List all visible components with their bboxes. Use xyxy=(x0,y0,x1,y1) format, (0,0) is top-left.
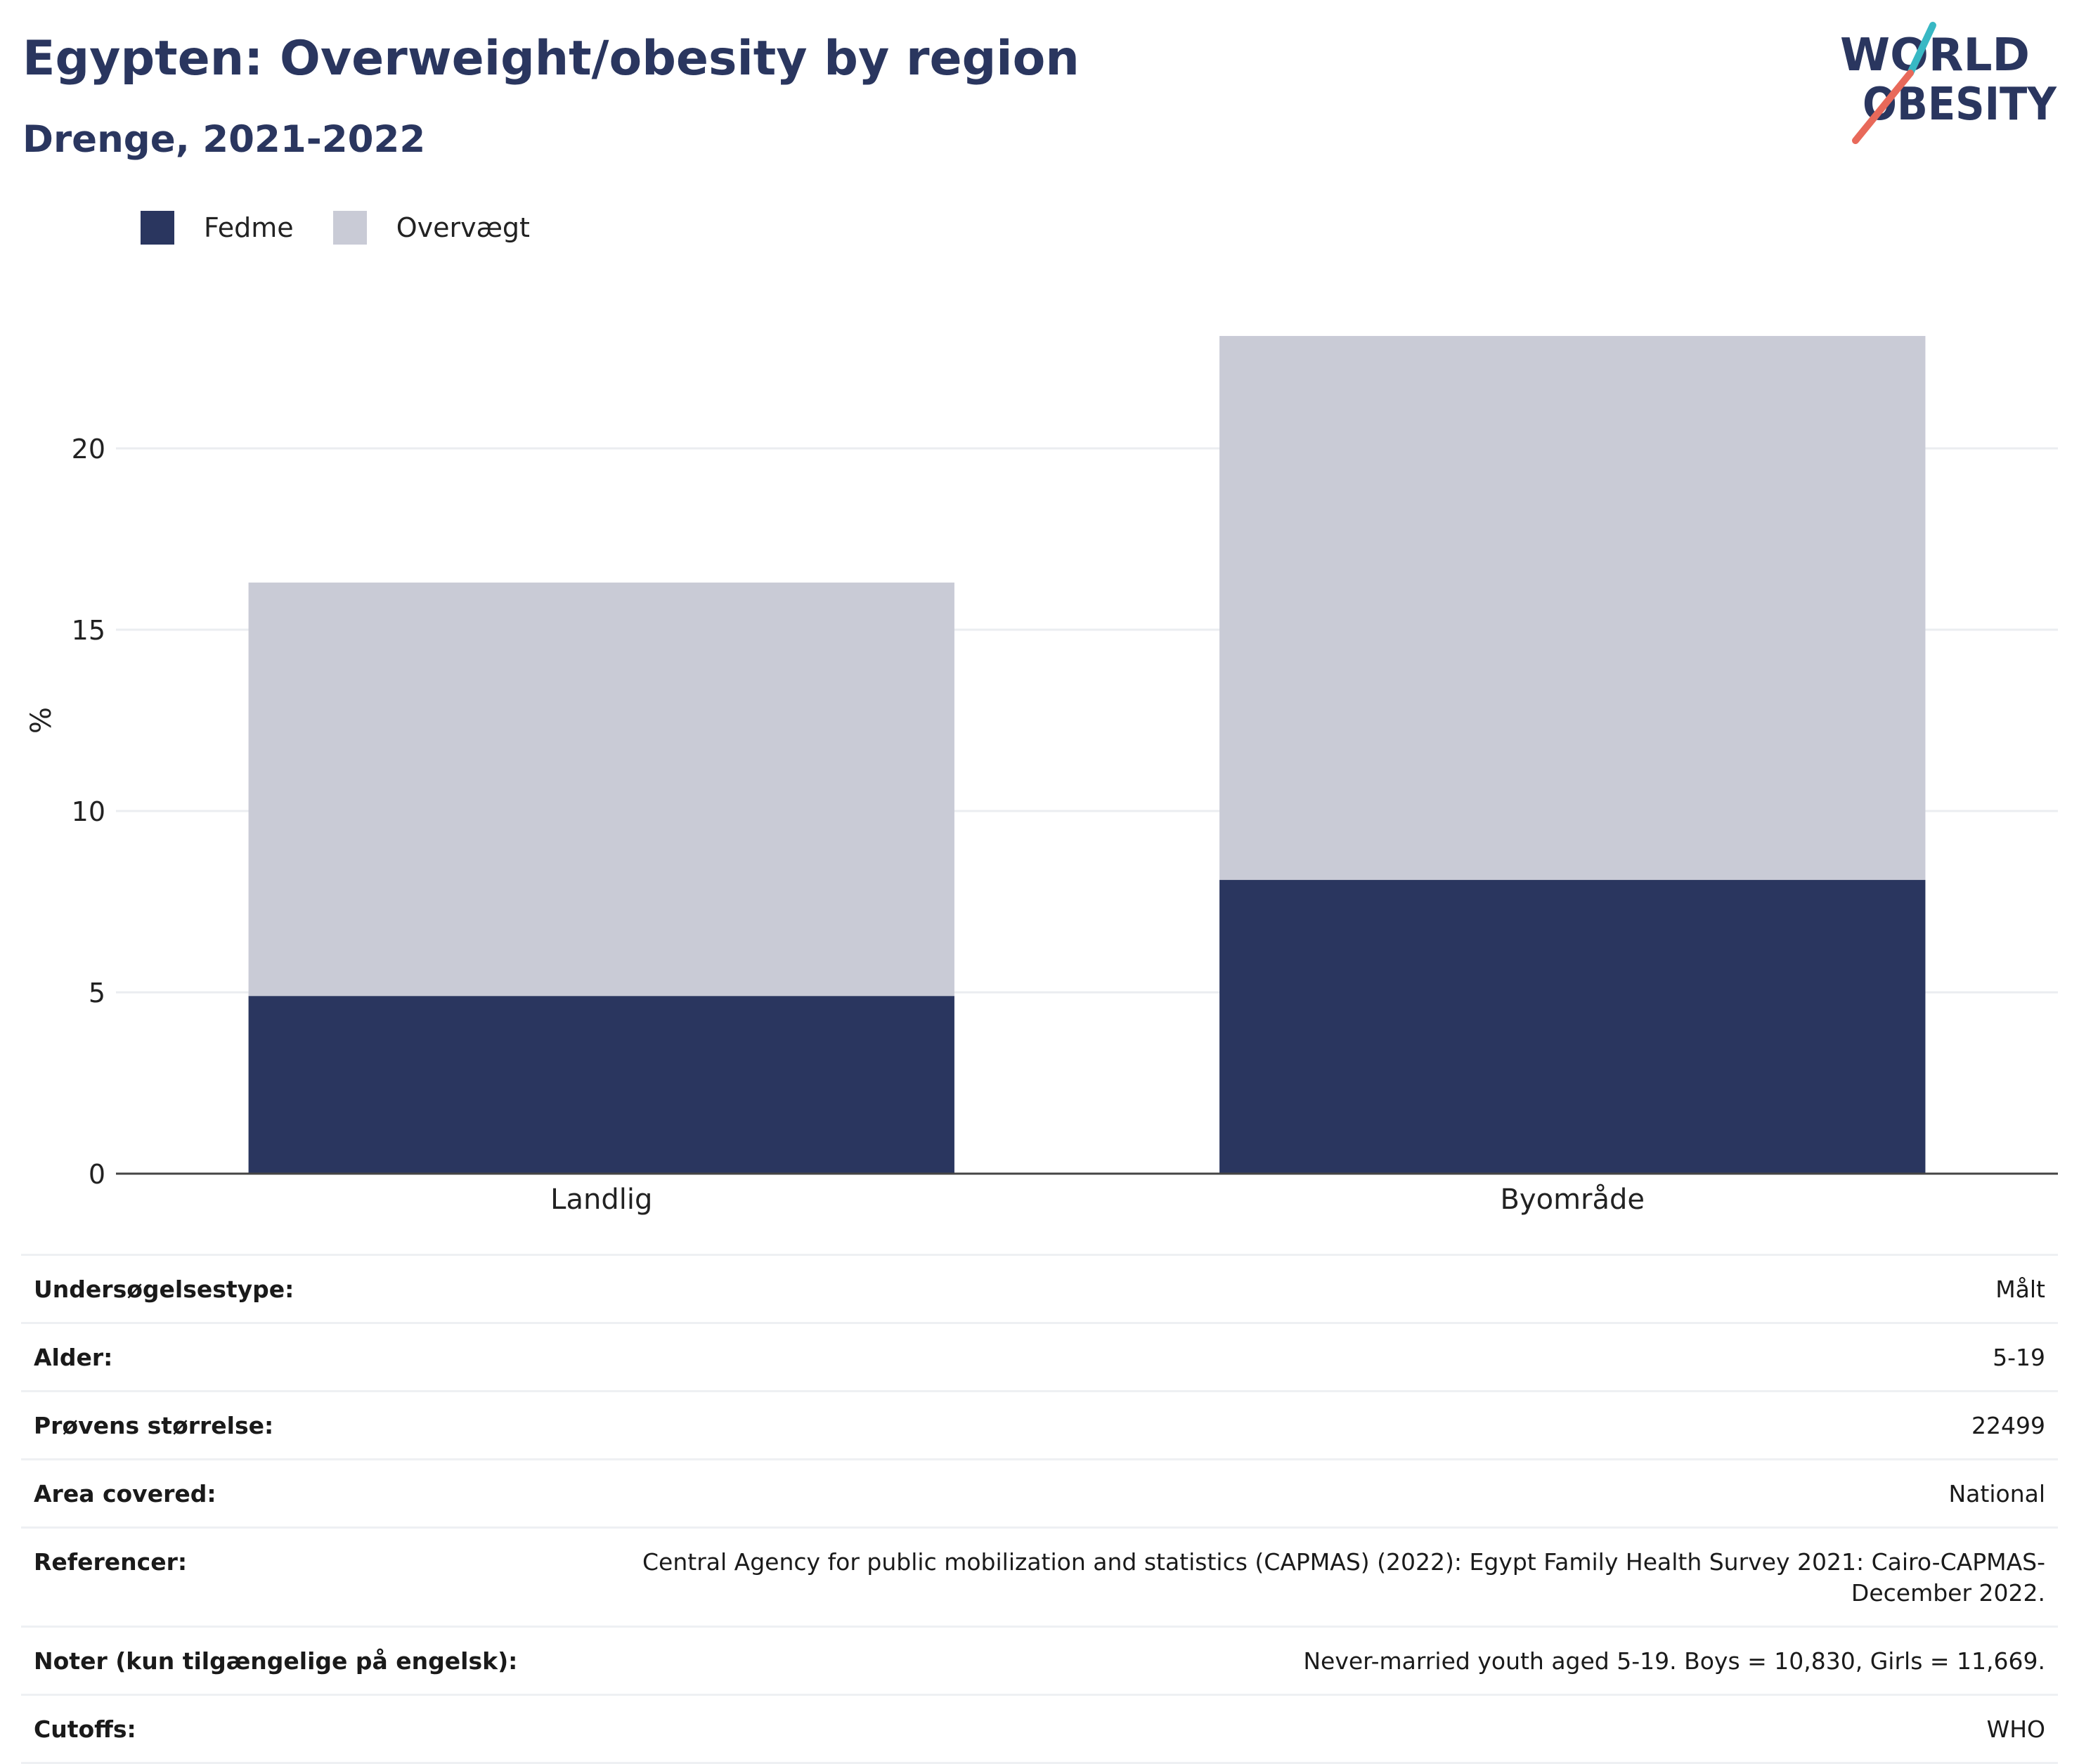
legend-label-overvaegt: Overvægt xyxy=(396,212,530,243)
info-value: Never-married youth aged 5-19. Boys = 10… xyxy=(1303,1647,2045,1675)
info-value: WHO xyxy=(1986,1716,2045,1743)
y-tick-label: 20 xyxy=(72,434,105,465)
info-label: Prøvens størrelse: xyxy=(34,1412,274,1439)
y-axis-title: % xyxy=(25,707,58,734)
info-row-survey-type: Undersøgelsestype: Målt xyxy=(21,1254,2058,1322)
legend-swatch-fedme xyxy=(141,211,174,245)
info-row-cutoffs: Cutoffs: WHO xyxy=(21,1694,2058,1764)
info-label: Alder: xyxy=(34,1344,113,1371)
logo-word-obesity: OBESITY xyxy=(1863,79,2057,131)
info-label: Cutoffs: xyxy=(34,1716,136,1743)
info-value: National xyxy=(1948,1480,2045,1507)
y-tick-label: 15 xyxy=(72,615,105,646)
info-row-notes: Noter (kun tilgængelige på engelsk): Nev… xyxy=(21,1626,2058,1694)
bar-fedme-0 xyxy=(248,996,954,1174)
info-value: Central Agency for public mobilization a… xyxy=(642,1548,2045,1607)
legend-label-fedme: Fedme xyxy=(204,212,294,243)
info-value: 5-19 xyxy=(1993,1344,2045,1371)
stacked-bar-chart: 0 5 10 15 20% Landlig Byområde xyxy=(25,336,2058,1216)
bar-overvaegt-1 xyxy=(1219,336,1926,881)
x-tick-label: Landlig xyxy=(550,1183,652,1216)
metadata-table: Undersøgelsestype: Målt Alder: 5-19 Prøv… xyxy=(21,1254,2058,1764)
logo-word-world: WORLD xyxy=(1840,30,2030,82)
y-tick-label: 5 xyxy=(89,978,105,1009)
bar-fedme-1 xyxy=(1219,880,1926,1174)
legend-swatch-overvaegt xyxy=(332,211,367,245)
y-tick-label: 10 xyxy=(72,796,105,827)
chart-subtitle: Drenge, 2021-2022 xyxy=(22,118,426,161)
info-row-references: Referencer: Central Agency for public mo… xyxy=(21,1526,2058,1626)
info-label: Undersøgelsestype: xyxy=(34,1276,294,1303)
info-row-age: Alder: 5-19 xyxy=(21,1322,2058,1390)
x-tick-label: Byområde xyxy=(1500,1183,1645,1216)
info-label: Area covered: xyxy=(34,1480,216,1507)
bar-overvaegt-0 xyxy=(248,582,954,997)
y-tick-label: 0 xyxy=(89,1159,105,1190)
info-label: Referencer: xyxy=(34,1548,188,1576)
chart-title: Egypten: Overweight/obesity by region xyxy=(22,31,1080,86)
legend-item-overvaegt[interactable]: Overvægt xyxy=(332,211,530,245)
world-obesity-logo: WORLD OBESITY xyxy=(1840,22,2057,144)
logo-slash-teal xyxy=(1907,22,1936,77)
info-row-sample-size: Prøvens størrelse: 22499 xyxy=(21,1390,2058,1458)
logo-slash-coral xyxy=(1852,70,1914,144)
info-value: 22499 xyxy=(1971,1412,2045,1439)
legend-item-fedme[interactable]: Fedme xyxy=(141,211,294,245)
legend: Fedme Overvægt xyxy=(141,208,569,247)
info-label: Noter (kun tilgængelige på engelsk): xyxy=(34,1647,518,1675)
info-row-area-covered: Area covered: National xyxy=(21,1458,2058,1526)
info-value: Målt xyxy=(1995,1276,2045,1303)
